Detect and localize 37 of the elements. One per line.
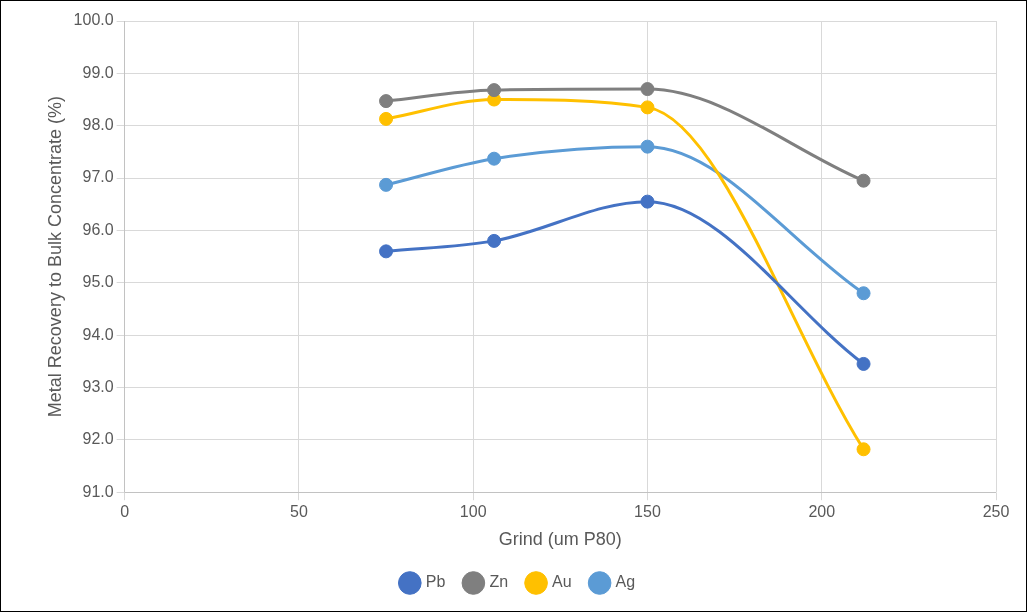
point (856, 173, 871, 188)
point (856, 442, 871, 457)
point (640, 194, 655, 209)
x-tick-label: 150 (634, 503, 661, 521)
point (487, 233, 502, 248)
y-tick-label: 98.0 (82, 116, 114, 134)
point (379, 177, 394, 192)
x-tick-label: 100 (459, 503, 487, 521)
y-tick-label: 93.0 (82, 377, 114, 395)
point (856, 286, 871, 301)
legend-label: Au (552, 573, 572, 591)
point (487, 151, 502, 166)
y-tick-label: 91.0 (82, 482, 114, 500)
y-tick-label: 96.0 (82, 220, 114, 238)
y-tick-label: 94.0 (82, 325, 114, 343)
legend-label: Ag (615, 573, 636, 591)
y-tick-label: 95.0 (82, 273, 114, 291)
point (379, 244, 394, 259)
x-tick-label: 200 (808, 503, 836, 521)
point (856, 356, 871, 371)
point (640, 82, 655, 97)
point (379, 94, 394, 109)
x-tick-label: 0 (120, 503, 130, 521)
point (379, 111, 394, 126)
x-tick-label: 50 (290, 503, 308, 521)
point (640, 100, 655, 115)
y-tick-label: 100.0 (73, 11, 114, 29)
y-tick-label: 99.0 (82, 63, 114, 81)
y-tick-label: 97.0 (82, 168, 114, 186)
y-tick-label: 92.0 (82, 430, 114, 448)
y-axis-title: Metal Recovery to Bulk Concentrate (%) (44, 96, 65, 418)
legend-label: Pb (425, 573, 446, 591)
legend-label: Zn (489, 573, 509, 591)
point (487, 83, 502, 98)
x-axis-title: Grind (um P80) (498, 529, 622, 550)
x-tick-label: 250 (982, 503, 1010, 521)
point (640, 139, 655, 154)
